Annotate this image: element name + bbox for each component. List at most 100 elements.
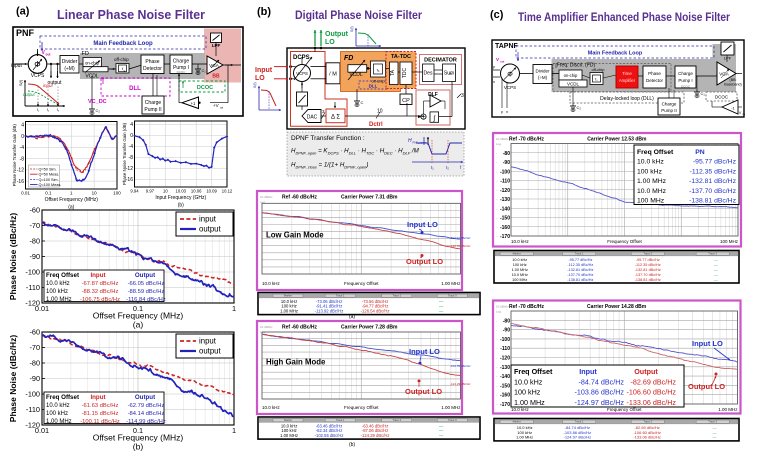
svg-text:-91.41 dBc/Hz: -91.41 dBc/Hz: [316, 304, 343, 309]
svg-text:–: –: [496, 357, 498, 360]
svg-text:Sum: Sum: [444, 71, 454, 77]
svg-text:-140: -140: [500, 374, 510, 380]
svg-text:Freq Offset: Freq Offset: [514, 367, 553, 376]
svg-text:Des: Des: [424, 71, 433, 77]
svg-text:-84.74 dBc/Hz: -84.74 dBc/Hz: [565, 425, 590, 430]
svg-text:Q=50 Meas.: Q=50 Meas.: [39, 173, 60, 177]
svg-text:-106.60 dBc/Hz: -106.60 dBc/Hz: [633, 430, 661, 435]
svg-text:os: os: [743, 113, 746, 116]
svg-text:-94.77 dBc/Hz: -94.77 dBc/Hz: [362, 304, 389, 309]
svg-text:(a): (a): [349, 314, 355, 320]
svg-text:1.00 MHz: 1.00 MHz: [512, 268, 528, 272]
svg-text:-103.86 dBc/Hz: -103.86 dBc/Hz: [574, 388, 624, 397]
svg-text:V: V: [42, 50, 46, 56]
svg-text:Output: Output: [135, 272, 155, 279]
svg-text:-16: -16: [126, 177, 133, 183]
svg-text:HDPNF_close = 1/(1+ HDPNF_open: HDPNF_close = 1/(1+ HDPNF_open): [291, 162, 368, 170]
svg-text:—: —: [714, 278, 718, 282]
svg-text:Carrier Power 7.31 dBm: Carrier Power 7.31 dBm: [341, 195, 398, 201]
svg-text:-116.84 dBc/Hz: -116.84 dBc/Hz: [126, 297, 166, 303]
svg-text:Low Gain Mode: Low Gain Mode: [266, 231, 324, 240]
svg-text:10 dB/div: 10 dB/div: [496, 305, 509, 309]
svg-text:Divider: Divider: [535, 69, 550, 74]
svg-text:LO: LO: [325, 39, 335, 46]
svg-text:–: –: [496, 171, 498, 174]
svg-text:-126.54 dBc/Hz: -126.54 dBc/Hz: [361, 308, 390, 313]
svg-text:t₁: t₁: [431, 165, 434, 170]
svg-text:VCDL: VCDL: [567, 82, 580, 87]
svg-text:off-chip: off-chip: [591, 67, 605, 72]
svg-text:DLL: DLL: [129, 86, 141, 92]
svg-text:Trace 2: Trace 2: [643, 252, 652, 256]
svg-text:Pump I: Pump I: [173, 65, 189, 71]
svg-text:–: –: [496, 394, 498, 397]
svg-text:—: —: [439, 428, 444, 433]
svg-text:Baseband): Baseband): [724, 83, 741, 87]
svg-text:C₂: C₂: [96, 108, 101, 113]
svg-text:10.09: 10.09: [206, 189, 217, 194]
svg-text:Output: Output: [634, 367, 658, 376]
svg-text:Trace 3: Trace 3: [708, 252, 717, 256]
svg-text:—: —: [714, 273, 718, 277]
svg-text:-140: -140: [500, 206, 510, 212]
svg-text:10.0 kHz: 10.0 kHz: [511, 407, 530, 412]
svg-text:10.06: 10.06: [191, 189, 202, 194]
svg-text:DECIMATOR: DECIMATOR: [424, 58, 457, 64]
svg-text:10.0 kHz: 10.0 kHz: [262, 405, 281, 410]
svg-text:100 kHz: 100 kHz: [637, 168, 663, 175]
svg-text:100 MHz: 100 MHz: [512, 278, 527, 282]
svg-text:-160: -160: [500, 393, 510, 399]
svg-text:-120: -120: [25, 421, 40, 430]
svg-text:f: f: [460, 165, 462, 170]
svg-text:-114.99 dBc/Hz: -114.99 dBc/Hz: [126, 419, 166, 425]
svg-text:10.0 kHz: 10.0 kHz: [514, 377, 543, 386]
svg-text:-124.97 dBc/Hz: -124.97 dBc/Hz: [574, 398, 624, 407]
svg-text:10.0 kHz: 10.0 kHz: [46, 403, 70, 409]
svg-text:100: 100: [113, 191, 121, 196]
svg-text:–: –: [496, 366, 498, 369]
svg-text:Q=50 Sim.: Q=50 Sim.: [39, 168, 57, 172]
svg-text:-124.29 dBc/Hz: -124.29 dBc/Hz: [450, 382, 471, 386]
svg-text:(b): (b): [257, 6, 271, 18]
svg-text:1.00 MHz: 1.00 MHz: [280, 433, 298, 438]
svg-text:Dctrl: Dctrl: [369, 122, 383, 128]
svg-text:10: 10: [377, 109, 383, 115]
svg-text:10.0 kHz: 10.0 kHz: [637, 159, 664, 166]
svg-text:9.97: 9.97: [146, 189, 155, 194]
svg-text:1.00 MHz: 1.00 MHz: [514, 398, 545, 407]
svg-text:Trace 1: Trace 1: [575, 252, 584, 256]
svg-text:10.0 kHz: 10.0 kHz: [281, 299, 298, 304]
svg-text:Pump II: Pump II: [661, 108, 677, 113]
svg-text:o: o: [124, 69, 126, 73]
svg-text:Time Amplifier Enhanced Phase: Time Amplifier Enhanced Phase Noise Filt…: [518, 10, 730, 24]
svg-text:-95.77 dBc/Hz: -95.77 dBc/Hz: [568, 258, 592, 262]
svg-text:BB: BB: [212, 74, 220, 80]
svg-text:(a): (a): [133, 320, 144, 330]
svg-text:S(f): S(f): [350, 26, 354, 32]
svg-text:DCPS: DCPS: [293, 55, 310, 61]
svg-text:1: 1: [232, 426, 236, 435]
svg-text:10.0 MHz: 10.0 MHz: [512, 273, 528, 277]
svg-text:Pump II: Pump II: [144, 107, 161, 113]
svg-text:-4: -4: [129, 144, 134, 150]
svg-text:Frequency Offset: Frequency Offset: [344, 405, 379, 410]
svg-text:VCPS: VCPS: [504, 85, 516, 90]
svg-text:–: –: [496, 189, 498, 192]
svg-text:VGA: VGA: [209, 63, 220, 68]
svg-text:Output LO: Output LO: [406, 257, 443, 266]
svg-text:-124.97 dBc/Hz: -124.97 dBc/Hz: [564, 435, 592, 440]
svg-text:input: input: [199, 337, 217, 346]
svg-text:0.01: 0.01: [21, 191, 30, 196]
svg-text:-95.77 dBc/Hz: -95.77 dBc/Hz: [693, 159, 737, 166]
svg-text:-138.81 dBc/Hz: -138.81 dBc/Hz: [635, 278, 661, 282]
svg-text:out: out: [500, 60, 504, 64]
svg-text:DPNF Transfer Function :: DPNF Transfer Function :: [291, 135, 365, 142]
svg-text:-137.70 dBc/Hz: -137.70 dBc/Hz: [689, 188, 736, 195]
svg-text:–: –: [496, 348, 498, 351]
svg-text:-130: -130: [500, 197, 510, 203]
svg-text:TA-TDC: TA-TDC: [391, 54, 411, 60]
svg-text:1.00 MHz: 1.00 MHz: [46, 297, 72, 303]
svg-text:VGA: VGA: [719, 72, 729, 77]
svg-text:Output LO: Output LO: [688, 382, 725, 391]
svg-text:0: 0: [21, 134, 24, 140]
